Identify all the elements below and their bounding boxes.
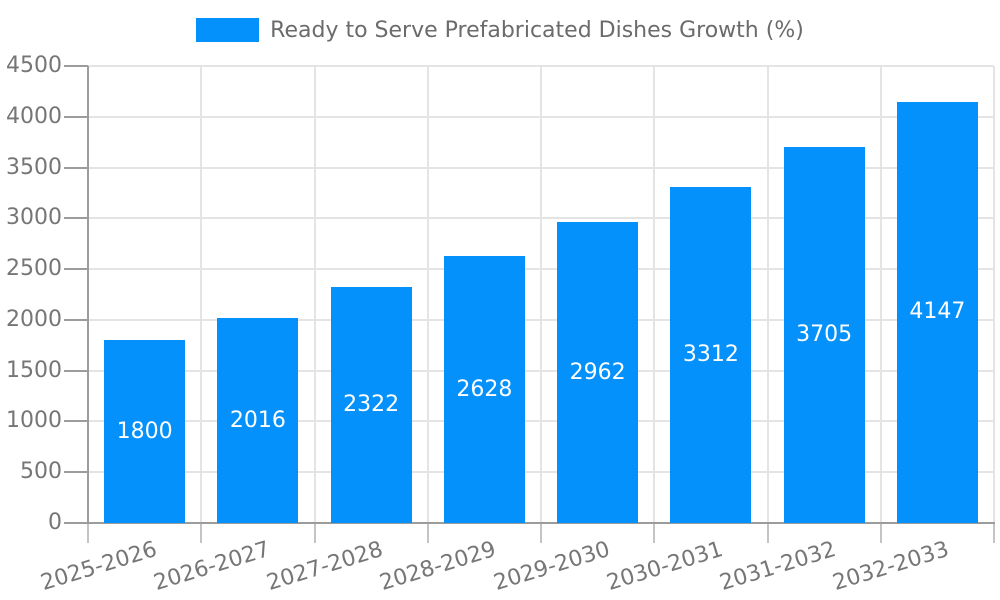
- x-axis-tick: [87, 523, 89, 543]
- bar-value-label: 4147: [909, 299, 966, 325]
- y-axis-label: 1500: [6, 357, 62, 383]
- y-axis-tick: [64, 268, 88, 271]
- y-axis-tick: [64, 115, 88, 118]
- y-axis-tick: [64, 65, 88, 67]
- x-gridline: [426, 66, 429, 523]
- y-axis-label: 2000: [6, 306, 62, 332]
- x-axis-tick: [313, 523, 316, 543]
- y-axis-tick: [64, 166, 88, 169]
- y-axis-label: 500: [20, 459, 62, 485]
- y-axis-tick: [64, 217, 88, 220]
- x-axis-tick: [766, 523, 769, 543]
- bar-value-label: 2628: [456, 376, 513, 402]
- bar: [443, 256, 525, 523]
- x-axis-label: 2026-2027: [150, 537, 273, 597]
- legend-swatch: [196, 18, 260, 42]
- bar: [217, 318, 299, 523]
- y-axis-label: 1000: [6, 408, 62, 434]
- x-gridline: [200, 66, 203, 523]
- y-axis-label: 0: [48, 510, 62, 535]
- y-axis-tick: [64, 420, 88, 423]
- x-axis-tick: [653, 523, 656, 543]
- bar: [104, 340, 186, 523]
- y-axis-label: 3000: [6, 205, 62, 231]
- legend-label: Ready to Serve Prefabricated Dishes Grow…: [270, 17, 804, 43]
- x-axis-label: 2031-2032: [717, 537, 840, 597]
- y-axis-spine: [87, 66, 89, 523]
- bar: [896, 101, 978, 523]
- x-axis-tick: [540, 523, 542, 543]
- x-gridline: [313, 66, 316, 523]
- x-axis-label: 2027-2028: [264, 537, 387, 597]
- y-axis-tick: [64, 318, 88, 321]
- bar: [783, 146, 865, 523]
- bar-value-label: 1800: [116, 418, 173, 444]
- y-axis-tick: [64, 471, 88, 474]
- bar: [557, 222, 639, 523]
- legend: Ready to Serve Prefabricated Dishes Grow…: [0, 12, 1000, 48]
- y-axis-tick: [64, 369, 88, 372]
- bar-value-label: 3705: [796, 321, 853, 347]
- x-gridline: [653, 66, 656, 523]
- x-axis-tick: [879, 523, 882, 543]
- x-axis-label: 2025-2026: [37, 537, 160, 597]
- y-axis-label: 4000: [6, 103, 62, 129]
- x-axis-label: 2029-2030: [490, 537, 613, 597]
- x-axis-label: 2028-2029: [377, 537, 500, 597]
- y-axis-label: 4500: [6, 53, 62, 78]
- bar: [330, 287, 412, 523]
- x-axis-tick: [426, 523, 429, 543]
- y-axis-label: 3500: [6, 154, 62, 180]
- x-gridline: [540, 66, 542, 523]
- x-axis-tick: [993, 523, 995, 543]
- y-axis-label: 2500: [6, 256, 62, 282]
- x-axis-label: 2032-2033: [830, 537, 953, 597]
- bar-value-label: 2016: [229, 407, 286, 433]
- bar: [670, 186, 752, 523]
- x-axis-tick: [200, 523, 203, 543]
- bar-value-label: 3312: [682, 341, 739, 367]
- x-gridline: [766, 66, 769, 523]
- bar-value-label: 2962: [569, 359, 626, 385]
- x-axis-spine: [87, 522, 995, 524]
- x-gridline: [993, 66, 995, 523]
- x-gridline: [879, 66, 882, 523]
- bar-value-label: 2322: [343, 392, 400, 418]
- y-axis-tick: [64, 522, 88, 524]
- x-axis-label: 2030-2031: [603, 537, 726, 597]
